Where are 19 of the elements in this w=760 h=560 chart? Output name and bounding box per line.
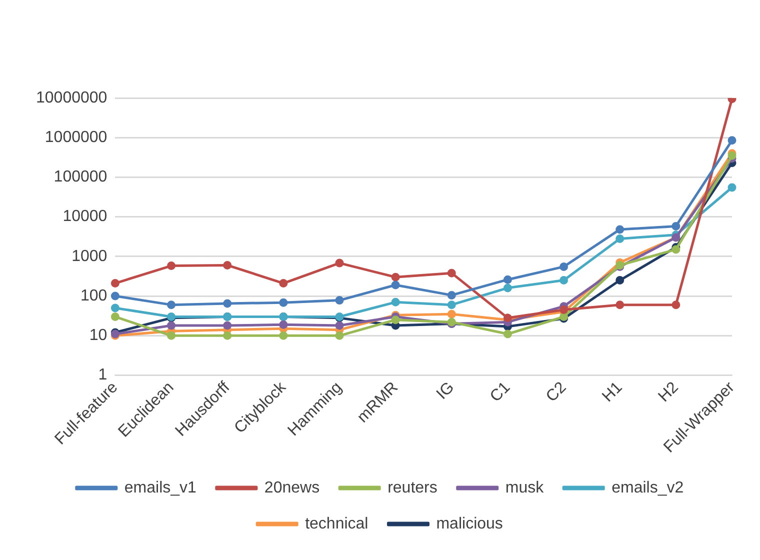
x-tick-label: C2: [543, 378, 570, 406]
y-tick-label: 100000: [54, 168, 108, 186]
x-tick-label: IG: [434, 378, 458, 403]
y-tick-label: 100: [80, 287, 108, 304]
y-tick-label: 10: [89, 327, 108, 344]
legend-label: technical: [305, 515, 368, 532]
y-tick-label: 10000: [62, 208, 108, 226]
x-tick-label: C1: [487, 378, 514, 406]
y-tick-label: 1000000: [44, 129, 108, 146]
legend-label: malicious: [436, 515, 503, 532]
y-tick-label: 10000000: [36, 89, 108, 106]
y-tick-label: 1000: [72, 248, 108, 265]
legend-label: emails_v1: [124, 479, 197, 496]
legend-label: musk: [505, 479, 545, 496]
legend-label: reuters: [388, 479, 438, 496]
x-tick-label: H1: [599, 378, 626, 406]
y-tick-label: 1: [98, 366, 108, 384]
legend-label: emails_v2: [612, 479, 684, 496]
legend-label: 20news: [264, 479, 320, 496]
